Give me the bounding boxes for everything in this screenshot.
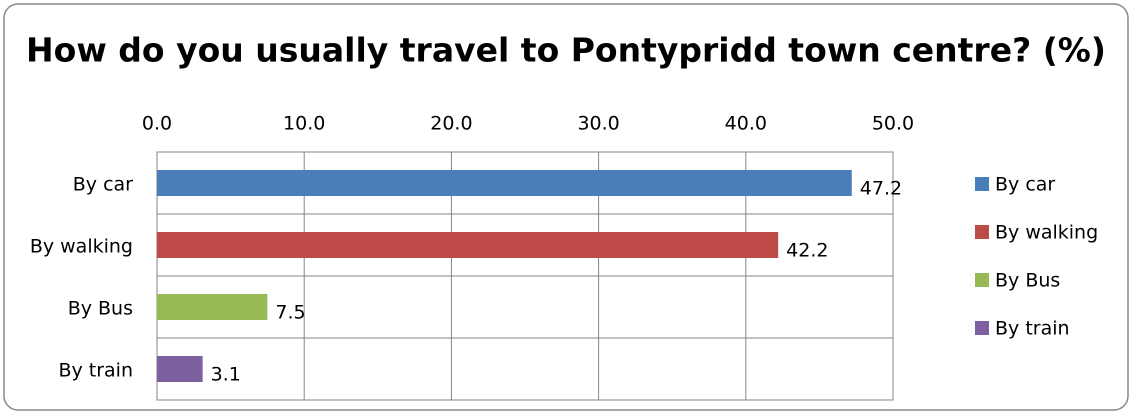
x-tick-label: 40.0 [725, 113, 767, 135]
x-tick-label: 20.0 [430, 113, 472, 135]
y-tick-label: By walking [30, 236, 133, 258]
legend-swatch [975, 321, 989, 335]
bar [157, 294, 268, 320]
chart-title: How do you usually travel to Pontypridd … [26, 31, 1106, 70]
data-label: 7.5 [275, 302, 305, 324]
x-tick-label: 10.0 [283, 113, 325, 135]
legend-swatch [975, 273, 989, 287]
data-label: 3.1 [211, 364, 241, 386]
bar [157, 356, 203, 382]
bar [157, 170, 852, 196]
legend-label: By car [995, 174, 1055, 196]
legend-swatch [975, 225, 989, 239]
x-tick-label: 50.0 [872, 113, 914, 135]
legend-label: By walking [995, 222, 1098, 244]
y-tick-label: By Bus [68, 298, 133, 320]
y-tick-label: By train [58, 360, 133, 382]
x-tick-label: 0.0 [142, 113, 172, 135]
y-tick-label: By car [73, 174, 133, 196]
data-label: 47.2 [860, 178, 902, 200]
bar [157, 232, 779, 258]
legend-swatch [975, 177, 989, 191]
data-label: 42.2 [786, 240, 828, 262]
legend-label: By train [995, 318, 1070, 340]
x-tick-label: 30.0 [577, 113, 619, 135]
legend-label: By Bus [995, 270, 1060, 292]
